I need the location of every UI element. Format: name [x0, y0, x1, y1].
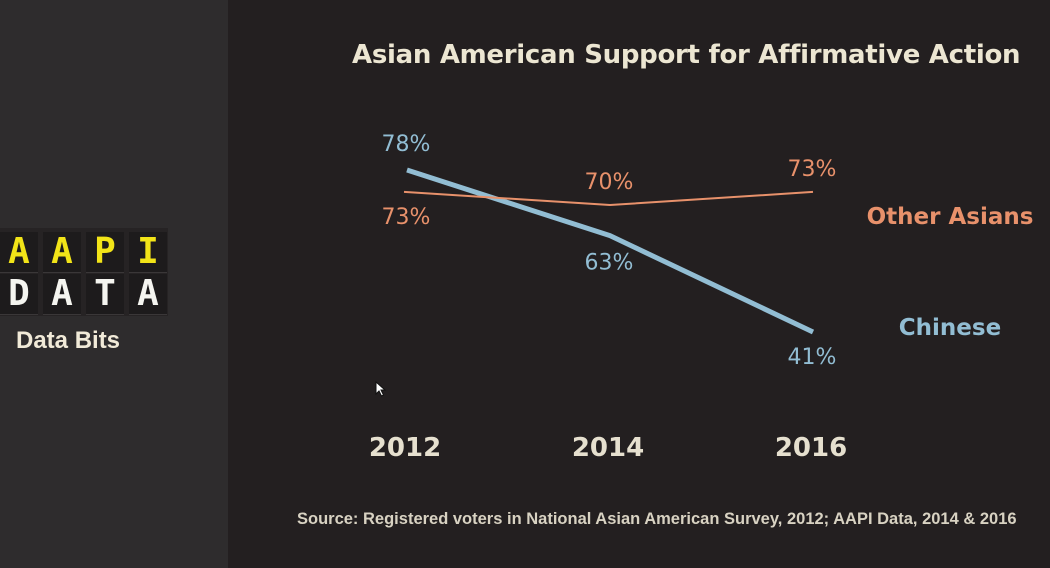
- chart-title: Asian American Support for Affirmative A…: [352, 40, 1021, 70]
- data-label: 78%: [382, 132, 431, 157]
- logo-letter: D: [0, 274, 38, 315]
- series-label: Chinese: [899, 315, 1001, 341]
- source-note: Source: Registered voters in National As…: [297, 510, 1017, 528]
- logo-letter: A: [129, 274, 167, 315]
- mouse-cursor-icon: [375, 381, 387, 397]
- aapi-data-logo: A A P I D A T A: [0, 228, 168, 316]
- logo-letter: A: [0, 232, 38, 273]
- logo-letter: T: [86, 274, 124, 315]
- logo-letter: I: [129, 232, 167, 273]
- sidebar: A A P I D A T A Data Bits: [0, 0, 228, 568]
- series-label: Other Asians: [867, 204, 1034, 230]
- data-label: 73%: [382, 205, 431, 230]
- data-label: 70%: [585, 170, 634, 195]
- x-tick-label: 2014: [572, 433, 644, 463]
- logo-letter: P: [86, 232, 124, 273]
- series-line-other-asians: [403, 190, 814, 207]
- chart-panel: Asian American Support for Affirmative A…: [228, 0, 1050, 568]
- logo-letter: A: [43, 274, 81, 315]
- logo-letter: A: [43, 232, 81, 273]
- series-line-chinese: [406, 167, 815, 335]
- data-label: 41%: [788, 345, 837, 370]
- x-tick-label: 2012: [369, 433, 441, 463]
- line-chart: 78% 63% 41% Chinese 73% 70% 73% Other Asians 201…: [369, 132, 1034, 463]
- data-label: 73%: [788, 157, 837, 182]
- x-tick-label: 2016: [775, 433, 847, 463]
- data-label: 63%: [585, 251, 634, 276]
- data-bits-label: Data Bits: [16, 327, 121, 354]
